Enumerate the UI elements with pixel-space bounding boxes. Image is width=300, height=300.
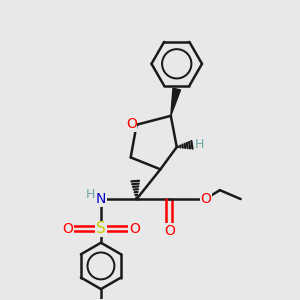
Text: O: O <box>62 222 73 236</box>
Polygon shape <box>171 88 181 116</box>
Text: S: S <box>96 221 106 236</box>
Text: O: O <box>200 192 211 206</box>
Text: N: N <box>96 192 106 206</box>
Text: O: O <box>126 117 137 131</box>
Text: H: H <box>86 188 95 201</box>
Text: H: H <box>195 138 205 151</box>
Text: O: O <box>129 222 140 236</box>
Text: O: O <box>164 224 175 238</box>
